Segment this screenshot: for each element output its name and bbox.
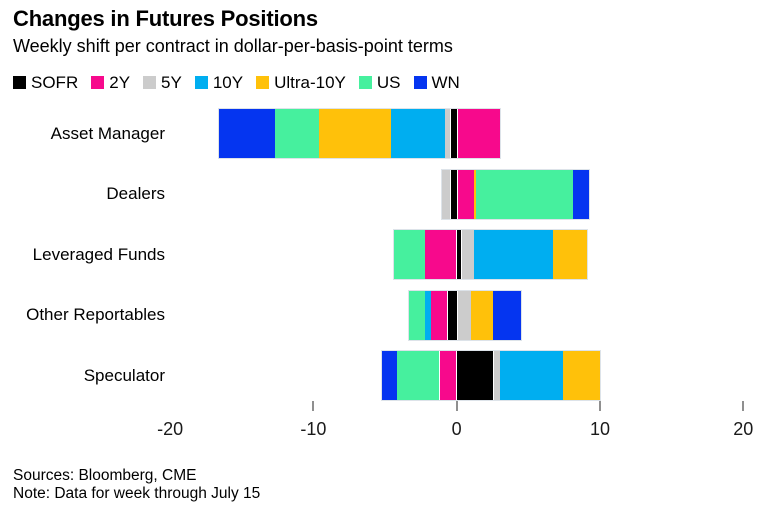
axis-tick-label: -10 bbox=[300, 419, 327, 439]
legend-item-10y: 10Y bbox=[194, 73, 244, 92]
bar-segment-ultra-10y bbox=[473, 169, 477, 219]
legend-label: 5Y bbox=[161, 73, 182, 92]
bar-segment-us bbox=[409, 290, 426, 340]
bar-segment-wn bbox=[382, 351, 397, 400]
bar-segment-wn bbox=[218, 109, 275, 158]
legend-label: 10Y bbox=[212, 73, 244, 92]
bar-segment-ultra-10y bbox=[552, 230, 588, 279]
bar-segment-2y bbox=[456, 109, 500, 158]
bar-segment-2y bbox=[456, 169, 474, 219]
bar-segment-sofr bbox=[450, 169, 457, 219]
legend-item-5y: 5Y bbox=[143, 74, 182, 91]
axis-tick-label: 20 bbox=[733, 419, 754, 439]
row-label-leveraged-funds: Leveraged Funds bbox=[32, 244, 165, 264]
legend-swatch-icon bbox=[194, 76, 208, 89]
chart-footer: Sources: Bloomberg, CME Note: Data for w… bbox=[13, 467, 260, 503]
bar-segment-2y bbox=[439, 351, 457, 400]
bar-segment-sofr bbox=[450, 109, 457, 158]
bar-segment-10y bbox=[390, 109, 446, 158]
bar-segment-ultra-10y bbox=[562, 351, 600, 400]
legend-label: Ultra-10Y bbox=[274, 73, 346, 92]
bar-segment-sofr bbox=[448, 290, 457, 340]
bar-segment-sofr bbox=[456, 351, 493, 400]
legend-swatch-icon bbox=[256, 76, 270, 89]
bar-segment-5y bbox=[445, 109, 451, 158]
chart-subtitle: Weekly shift per contract in dollar-per-… bbox=[13, 36, 453, 56]
bar-segment-10y bbox=[473, 230, 553, 279]
legend-label: 2Y bbox=[109, 73, 131, 92]
bar-segment-2y bbox=[430, 290, 449, 340]
legend-swatch-icon bbox=[413, 76, 427, 89]
bar-segment-wn bbox=[573, 169, 590, 219]
legend-item-sofr: SOFR bbox=[13, 74, 78, 91]
axis-tick bbox=[312, 401, 315, 411]
bar-segment-ultra-10y bbox=[319, 109, 391, 158]
legend-item-wn: WN bbox=[413, 73, 460, 92]
legend-label: US bbox=[376, 73, 401, 92]
legend-swatch-icon bbox=[13, 76, 26, 89]
row-label-speculator: Speculator bbox=[83, 365, 165, 385]
legend-item-ultra-10y: Ultra-10Y bbox=[256, 74, 346, 91]
row-label-other-reportables: Other Reportables bbox=[26, 305, 165, 324]
legend-item-2y: 2Y bbox=[91, 74, 130, 91]
bar-segment-us bbox=[396, 351, 440, 400]
sources-line: Sources: Bloomberg, CME bbox=[13, 467, 197, 484]
bar-segment-5y bbox=[492, 351, 500, 400]
bar-segment-us bbox=[393, 230, 426, 279]
legend-swatch-icon bbox=[358, 76, 372, 89]
bar-segment-wn bbox=[492, 290, 522, 340]
row-label-dealers: Dealers bbox=[106, 184, 165, 203]
axis-tick-label: 0 bbox=[451, 419, 462, 439]
chart-legend: SOFR 2Y 5Y 10Y Ultra-10Y US WN bbox=[13, 74, 460, 91]
chart-title: Changes in Futures Positions bbox=[13, 6, 318, 31]
axis-tick bbox=[455, 401, 458, 411]
bar-segment-10y bbox=[499, 351, 563, 400]
bar-segment-2y bbox=[425, 230, 457, 279]
legend-item-us: US bbox=[358, 73, 401, 92]
legend-label: SOFR bbox=[31, 73, 79, 92]
axis-tick-label: -20 bbox=[157, 419, 184, 439]
bar-segment-5y bbox=[460, 230, 474, 279]
bar-segment-sofr bbox=[456, 230, 461, 279]
legend-label: WN bbox=[431, 73, 460, 92]
bar-segment-5y bbox=[456, 290, 472, 340]
axis-tick-label: 10 bbox=[589, 419, 611, 439]
legend-swatch-icon bbox=[143, 76, 157, 89]
axis-tick bbox=[599, 401, 601, 411]
bar-segment-us bbox=[476, 169, 574, 219]
bar-segment-10y bbox=[425, 290, 431, 340]
bar-segment-ultra-10y bbox=[471, 290, 493, 340]
legend-swatch-icon bbox=[91, 76, 105, 89]
note-line: Note: Data for week through July 15 bbox=[13, 485, 261, 502]
bar-segment-5y bbox=[442, 169, 451, 219]
row-label-asset-manager: Asset Manager bbox=[50, 123, 165, 143]
axis-tick bbox=[742, 401, 745, 411]
bar-segment-us bbox=[274, 109, 320, 158]
